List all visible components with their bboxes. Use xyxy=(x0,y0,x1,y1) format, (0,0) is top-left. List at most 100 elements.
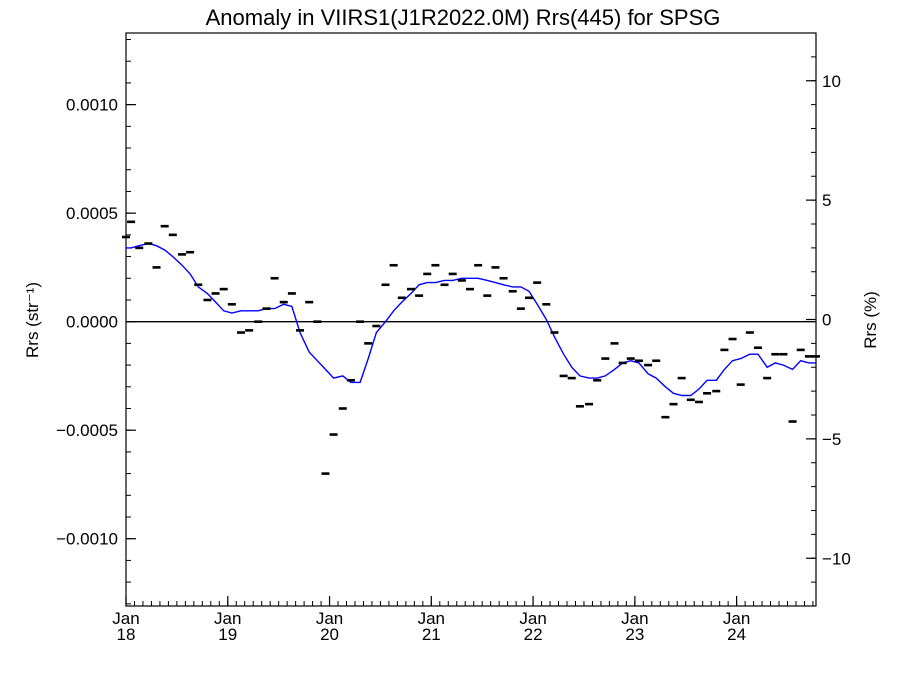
data-point-marker xyxy=(186,250,195,254)
data-point-marker xyxy=(720,348,729,352)
y-tick-label: 0.0000 xyxy=(66,313,118,332)
right-axis-ticks: 10 5 0 −5 −10 xyxy=(806,32,851,607)
data-point-marker xyxy=(194,283,203,287)
data-point-marker xyxy=(483,294,492,297)
data-point-marker xyxy=(559,374,568,378)
left-axis-ticks: 0.0010 0.0005 0.0000 −0.0005 −0.0010 xyxy=(56,39,136,605)
data-point-marker xyxy=(397,296,406,300)
data-point-marker xyxy=(508,289,517,293)
data-point-marker xyxy=(728,337,737,341)
data-point-marker xyxy=(567,376,576,380)
data-point-marker xyxy=(703,391,712,395)
x-tick-year-label: 19 xyxy=(218,625,237,644)
data-point-marker xyxy=(177,253,186,256)
data-point-marker xyxy=(356,320,365,323)
data-point-marker xyxy=(296,329,305,332)
y2-tick-label: 5 xyxy=(822,191,831,210)
data-point-marker xyxy=(152,266,161,269)
data-point-marker xyxy=(491,266,500,269)
data-point-marker xyxy=(686,398,695,402)
y-axis-label-right: Rrs (%) xyxy=(861,291,880,349)
data-point-marker xyxy=(321,472,330,475)
data-point-marker xyxy=(338,407,347,410)
data-point-marker xyxy=(211,292,220,295)
y2-tick-label: −5 xyxy=(822,430,841,449)
y2-tick-label: 0 xyxy=(822,311,831,330)
data-point-marker xyxy=(135,246,144,250)
data-point-marker xyxy=(712,389,721,393)
x-tick-year-label: 20 xyxy=(320,625,339,644)
y-tick-label: −0.0005 xyxy=(56,421,118,440)
data-point-marker xyxy=(753,346,762,350)
data-point-marker xyxy=(652,359,661,363)
data-point-marker xyxy=(406,287,415,291)
data-point-marker xyxy=(227,303,236,306)
chart-title: Anomaly in VIIRS1(J1R2022.0M) Rrs(445) f… xyxy=(206,5,721,30)
data-point-marker xyxy=(364,342,373,345)
data-point-marker xyxy=(346,378,355,382)
data-point-marker xyxy=(694,400,703,404)
data-point-marker xyxy=(313,320,322,323)
data-point-marker xyxy=(644,363,653,367)
data-point-marker xyxy=(533,281,542,284)
data-point-marker xyxy=(219,287,228,291)
data-point-marker xyxy=(168,233,177,237)
data-point-marker xyxy=(457,279,466,282)
x-tick-month-label: Jan xyxy=(112,609,139,628)
y-axis-label-left: Rrs (str⁻¹) xyxy=(23,282,42,358)
anomaly-points-series xyxy=(122,220,820,475)
data-point-marker xyxy=(474,263,483,267)
data-point-marker xyxy=(804,355,813,358)
x-tick-year-label: 22 xyxy=(524,625,543,644)
x-tick-month-label: Jan xyxy=(519,609,546,628)
data-point-marker xyxy=(245,329,254,332)
data-point-marker xyxy=(381,283,390,287)
data-point-marker xyxy=(262,307,271,310)
x-tick-year-label: 18 xyxy=(117,625,136,644)
data-point-marker xyxy=(465,287,474,291)
plot-area-frame xyxy=(125,32,817,607)
data-point-marker xyxy=(122,235,130,239)
data-point-marker xyxy=(270,276,279,280)
x-tick-year-label: 21 xyxy=(422,625,441,644)
y-tick-label: 0.0010 xyxy=(66,96,118,115)
data-point-marker xyxy=(779,352,788,356)
data-point-marker xyxy=(287,292,296,295)
data-point-marker xyxy=(593,378,602,382)
x-tick-year-label: 23 xyxy=(625,625,644,644)
x-tick-month-label: Jan xyxy=(316,609,343,628)
data-point-marker xyxy=(601,357,610,360)
data-point-marker xyxy=(661,415,670,419)
smoothed-anomaly-series xyxy=(126,242,816,397)
data-point-marker xyxy=(812,355,820,358)
y-tick-label: −0.0010 xyxy=(56,530,118,549)
data-point-marker xyxy=(763,376,772,380)
data-point-marker xyxy=(423,272,432,276)
data-point-marker xyxy=(203,298,212,302)
data-point-marker xyxy=(771,352,780,356)
data-point-marker xyxy=(415,294,424,297)
data-point-marker xyxy=(550,331,559,334)
smoothed-line xyxy=(126,242,816,397)
data-point-marker xyxy=(160,224,169,228)
y2-tick-label: 10 xyxy=(822,72,841,91)
data-point-marker xyxy=(542,303,551,306)
data-point-marker xyxy=(788,420,797,423)
data-point-marker xyxy=(254,320,263,323)
x-tick-month-label: Jan xyxy=(214,609,241,628)
data-point-marker xyxy=(618,361,627,365)
x-tick-month-label: Jan xyxy=(621,609,648,628)
data-point-marker xyxy=(305,300,314,304)
data-point-marker xyxy=(525,296,534,300)
data-point-marker xyxy=(585,402,594,406)
data-point-marker xyxy=(127,220,136,224)
data-point-marker xyxy=(329,433,338,436)
x-tick-year-label: 24 xyxy=(727,625,746,644)
data-point-marker xyxy=(372,324,381,328)
data-point-marker xyxy=(736,383,745,386)
y2-tick-label: −10 xyxy=(822,549,851,568)
data-point-marker xyxy=(634,359,643,363)
data-point-marker xyxy=(499,276,508,280)
data-point-marker xyxy=(516,307,525,310)
